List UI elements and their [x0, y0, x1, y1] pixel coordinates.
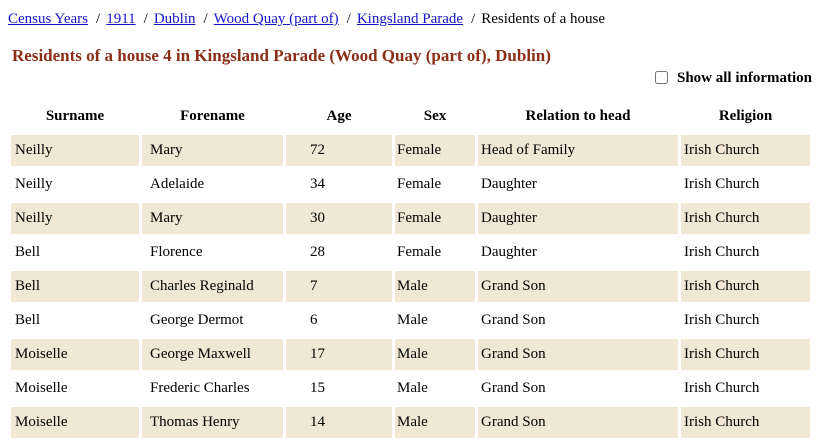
table-row: Bell Florence 28 Female Daughter Irish Church	[11, 237, 810, 268]
breadcrumb-item-wood-quay-part-of[interactable]: Wood Quay (part of)	[213, 11, 339, 27]
table-row: Neilly Adelaide 34 Female Daughter Irish Chur…	[11, 169, 810, 200]
cell-age: 15	[286, 373, 392, 404]
breadcrumb-separator: /	[471, 11, 476, 27]
cell-age: 7	[286, 271, 392, 302]
breadcrumb-item-dublin[interactable]: Dublin	[153, 11, 196, 27]
show-all-label-text: Show all information	[676, 70, 812, 86]
cell-forename: Mary	[142, 203, 283, 234]
cell-sex: Female	[395, 203, 475, 234]
table-row: Moiselle George Maxwell 17 Male Grand Son Iri…	[11, 339, 810, 370]
cell-sex: Female	[395, 237, 475, 268]
show-all-label[interactable]: Show all information	[655, 70, 812, 86]
cell-forename: George Dermot	[142, 305, 283, 336]
cell-sex: Female	[395, 135, 475, 166]
cell-surname: Bell	[11, 271, 139, 302]
show-all-checkbox[interactable]	[655, 71, 669, 84]
cell-forename: Florence	[142, 237, 283, 268]
table-row: Moiselle Frederic Charles 15 Male Grand Son I…	[11, 373, 810, 404]
cell-relation-to-head: Daughter	[478, 237, 678, 268]
cell-relation-to-head: Grand Son	[478, 271, 678, 302]
breadcrumb-separator: /	[203, 11, 208, 27]
cell-religion: Irish Church	[681, 373, 810, 404]
breadcrumb-item-kingsland-parade[interactable]: Kingsland Parade	[356, 11, 464, 27]
column-header-surname: Surname	[11, 98, 139, 132]
cell-relation-to-head: Grand Son	[478, 407, 678, 438]
cell-age: 30	[286, 203, 392, 234]
cell-surname: Moiselle	[11, 407, 139, 438]
cell-relation-to-head: Head of Family	[478, 135, 678, 166]
page-title: Residents of a house 4 in Kingsland Para…	[12, 46, 551, 65]
column-header-religion: Religion	[681, 98, 810, 132]
cell-relation-to-head: Grand Son	[478, 373, 678, 404]
cell-religion: Irish Church	[681, 203, 810, 234]
cell-age: 34	[286, 169, 392, 200]
cell-sex: Male	[395, 339, 475, 370]
table-row: Moiselle Thomas Henry 14 Male Grand Son Irish…	[11, 407, 810, 438]
cell-age: 72	[286, 135, 392, 166]
breadcrumb-separator: /	[96, 11, 101, 27]
cell-surname: Neilly	[11, 169, 139, 200]
cell-forename: Thomas Henry	[142, 407, 283, 438]
column-header-forename: Forename	[142, 98, 283, 132]
table-row: Neilly Mary 72 Female Head of Family Irish Ch…	[11, 135, 810, 166]
table-row: Neilly Mary 30 Female Daughter Irish Church	[11, 203, 810, 234]
cell-surname: Bell	[11, 305, 139, 336]
cell-religion: Irish Church	[681, 339, 810, 370]
cell-surname: Neilly	[11, 203, 139, 234]
cell-religion: Irish Church	[681, 407, 810, 438]
cell-relation-to-head: Grand Son	[478, 305, 678, 336]
cell-surname: Neilly	[11, 135, 139, 166]
cell-forename: Adelaide	[142, 169, 283, 200]
cell-religion: Irish Church	[681, 135, 810, 166]
cell-religion: Irish Church	[681, 169, 810, 200]
breadcrumb: Census Years / 1911 / Dublin / Wood Quay (part…	[0, 0, 824, 28]
breadcrumb-item-census-years[interactable]: Census Years	[8, 11, 89, 27]
cell-surname: Moiselle	[11, 373, 139, 404]
column-header-relation-to-head: Relation to head	[478, 98, 678, 132]
cell-relation-to-head: Daughter	[478, 203, 678, 234]
breadcrumb-separator: /	[143, 11, 148, 27]
cell-religion: Irish Church	[681, 237, 810, 268]
cell-sex: Male	[395, 373, 475, 404]
cell-relation-to-head: Grand Son	[478, 339, 678, 370]
residents-table: Surname Forename Age Sex Relation to head Rel…	[8, 95, 813, 441]
table-header-row: Surname Forename Age Sex Relation to head Rel…	[11, 98, 810, 132]
cell-surname: Bell	[11, 237, 139, 268]
cell-age: 14	[286, 407, 392, 438]
cell-age: 28	[286, 237, 392, 268]
breadcrumb-item-1911[interactable]: 1911	[106, 11, 136, 27]
column-header-sex: Sex	[395, 98, 475, 132]
residents-table-body: Neilly Mary 72 Female Head of Family Irish Ch…	[11, 135, 810, 438]
cell-age: 6	[286, 305, 392, 336]
column-header-age: Age	[286, 98, 392, 132]
breadcrumb-separator: /	[346, 11, 351, 27]
cell-sex: Male	[395, 407, 475, 438]
table-row: Bell Charles Reginald 7 Male Grand Son Irish …	[11, 271, 810, 302]
cell-relation-to-head: Daughter	[478, 169, 678, 200]
cell-sex: Male	[395, 271, 475, 302]
breadcrumb-item-residents-of-a-house: Residents of a house	[481, 11, 605, 27]
cell-religion: Irish Church	[681, 305, 810, 336]
cell-forename: Charles Reginald	[142, 271, 283, 302]
cell-sex: Male	[395, 305, 475, 336]
cell-surname: Moiselle	[11, 339, 139, 370]
cell-sex: Female	[395, 169, 475, 200]
cell-forename: George Maxwell	[142, 339, 283, 370]
table-row: Bell George Dermot 6 Male Grand Son Irish Chu…	[11, 305, 810, 336]
cell-forename: Mary	[142, 135, 283, 166]
show-all-row: Show all information	[0, 68, 812, 88]
cell-religion: Irish Church	[681, 271, 810, 302]
cell-forename: Frederic Charles	[142, 373, 283, 404]
cell-age: 17	[286, 339, 392, 370]
